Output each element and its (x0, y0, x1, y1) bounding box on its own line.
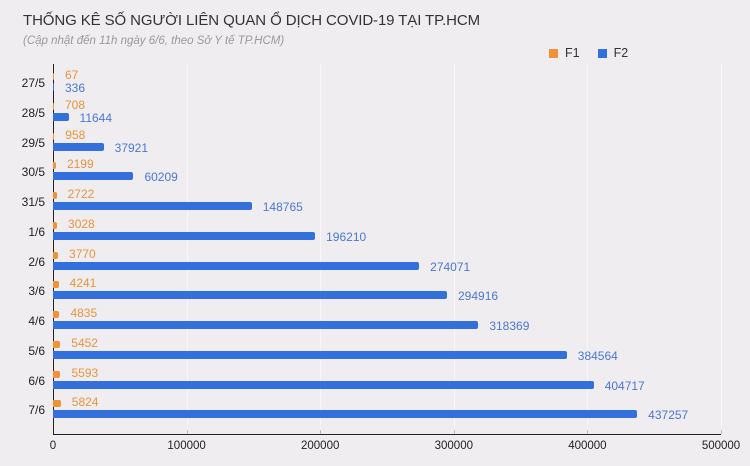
value-label-f2: 274071 (430, 259, 471, 274)
bar-f1 (53, 370, 61, 378)
bar-f2 (53, 350, 567, 359)
y-category-label: 27/5 (21, 76, 45, 90)
bar-f2 (53, 410, 638, 419)
y-category-label: 29/5 (21, 135, 45, 150)
value-label-f1: 3028 (68, 216, 95, 231)
chart-title: THỐNG KÊ SỐ NGƯỜI LIÊN QUAN Ổ DỊCH COVID… (23, 12, 481, 29)
value-label-f2: 336 (65, 81, 86, 95)
bar-f1 (53, 251, 59, 259)
gridline (186, 64, 188, 434)
y-category-label: 5/6 (28, 343, 45, 358)
y-category-label: 3/6 (28, 284, 45, 299)
legend-swatch-f1 (549, 48, 558, 58)
legend-label-f1: F1 (565, 46, 580, 60)
legend-item-f1: F1 (549, 46, 580, 60)
bar-f1 (53, 400, 61, 408)
gridline (587, 64, 589, 434)
value-label-f2: 37921 (114, 140, 149, 155)
y-category-label: 4/6 (28, 314, 45, 328)
bar-f1 (53, 102, 54, 110)
y-category-label: 1/6 (28, 224, 45, 239)
legend-swatch-f2 (597, 48, 607, 58)
bar-f2 (53, 380, 594, 389)
value-label-f1: 5452 (71, 335, 98, 350)
x-tick-label: 0 (49, 440, 57, 452)
value-label-f2: 384564 (577, 348, 618, 363)
x-tick-label: 500000 (701, 440, 741, 452)
value-label-f1: 958 (65, 127, 86, 142)
value-label-f1: 2722 (67, 187, 95, 201)
gridline (453, 64, 455, 434)
bar-f2 (53, 291, 447, 300)
bar-f1 (53, 311, 60, 318)
value-label-f2: 318369 (489, 319, 530, 333)
value-label-f2: 11644 (79, 110, 113, 125)
bar-f2 (53, 321, 479, 329)
gridline (320, 64, 322, 434)
value-label-f2: 437257 (648, 408, 689, 423)
y-category-label: 30/5 (21, 165, 45, 180)
y-category-label: 7/6 (28, 403, 45, 418)
value-label-f2: 294916 (458, 289, 499, 304)
bar-f2 (53, 231, 316, 240)
x-tick-label: 100000 (167, 440, 206, 452)
value-label-f1: 4241 (69, 276, 97, 291)
value-label-f1: 67 (65, 68, 79, 82)
x-tick-label: 200000 (301, 440, 340, 452)
legend-label-f2: F2 (613, 46, 629, 60)
bar-f2 (53, 172, 134, 181)
bar-f1 (53, 73, 54, 80)
value-label-f1: 5824 (71, 395, 99, 410)
y-category-label: 6/6 (28, 373, 45, 388)
bar-f1 (53, 221, 58, 229)
bar-f1 (53, 340, 61, 348)
gridline (721, 64, 722, 434)
x-tick (587, 430, 589, 434)
x-tick (453, 430, 455, 434)
value-label-f1: 708 (65, 97, 86, 112)
x-tick (186, 430, 188, 434)
bar-f1 (53, 132, 55, 140)
value-label-f1: 3770 (69, 246, 96, 261)
bar-f1 (53, 192, 57, 199)
x-tick (721, 430, 722, 434)
legend-item-f2: F2 (597, 46, 629, 60)
x-tick (320, 430, 322, 434)
bar-f1 (53, 162, 56, 170)
bar-f2 (53, 142, 104, 151)
y-category-label: 2/6 (28, 254, 45, 269)
value-label-f1: 5593 (71, 365, 99, 380)
bar-f1 (53, 281, 59, 289)
bar-f2 (53, 83, 54, 91)
value-label-f1: 4835 (70, 306, 98, 320)
legend: F1 F2 (549, 46, 646, 60)
value-label-f2: 404717 (604, 378, 645, 393)
bar-f2 (53, 112, 69, 121)
value-label-f1: 2199 (66, 157, 94, 172)
bar-f2 (53, 202, 252, 210)
chart-subtitle: (Cập nhật đến 11h ngày 6/6, theo Sở Y tế… (23, 35, 285, 47)
x-tick-label: 300000 (434, 440, 473, 452)
value-label-f2: 196210 (326, 229, 367, 244)
y-category-label: 28/5 (21, 105, 45, 120)
bar-f2 (53, 261, 420, 270)
x-axis-line (53, 434, 721, 435)
value-label-f2: 60209 (144, 170, 178, 185)
value-label-f2: 148765 (262, 200, 303, 214)
y-category-label: 31/5 (21, 195, 45, 209)
x-tick-label: 400000 (568, 440, 607, 452)
y-axis-line (53, 64, 54, 435)
